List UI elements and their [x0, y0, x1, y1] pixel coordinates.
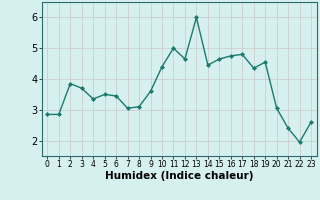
X-axis label: Humidex (Indice chaleur): Humidex (Indice chaleur) [105, 171, 253, 181]
